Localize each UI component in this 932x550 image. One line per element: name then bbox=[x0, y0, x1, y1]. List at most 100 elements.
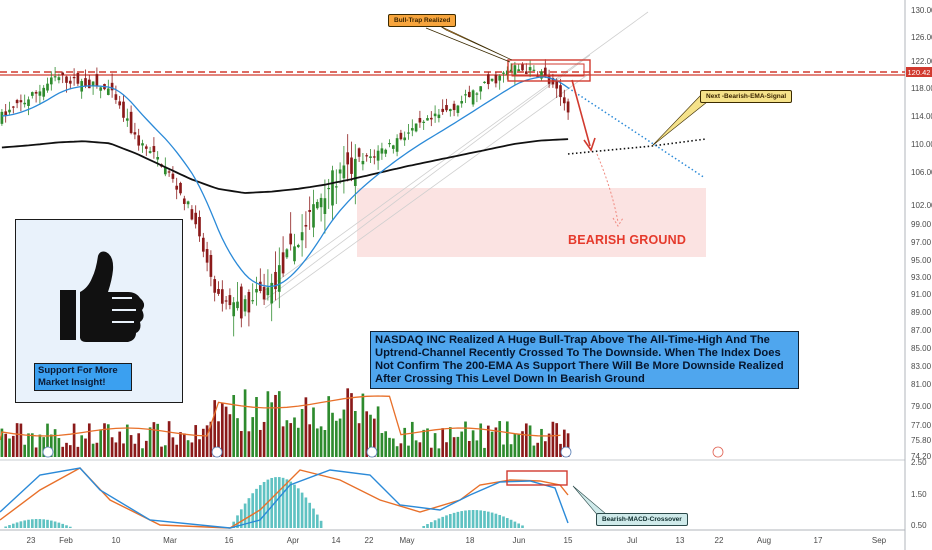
signal-line bbox=[0, 467, 569, 529]
volume-bar bbox=[293, 417, 296, 457]
ema-fast-projection bbox=[567, 87, 706, 179]
volume-bar bbox=[95, 442, 99, 457]
candle-body bbox=[220, 289, 224, 304]
macd-hist-bar bbox=[49, 520, 53, 528]
candle-body bbox=[118, 101, 122, 106]
macd-hist-bar bbox=[34, 519, 38, 528]
macd-hist-bar bbox=[281, 477, 285, 528]
candle-body bbox=[380, 148, 384, 154]
candle-body bbox=[323, 198, 327, 214]
candle-body bbox=[217, 288, 220, 294]
volume-bar bbox=[353, 410, 357, 457]
volume-bar bbox=[239, 431, 243, 457]
volume-bar bbox=[502, 444, 505, 457]
macd-hist-bar bbox=[467, 510, 471, 528]
candle-body bbox=[460, 101, 464, 104]
candle-body bbox=[49, 77, 53, 85]
candle-body bbox=[338, 169, 342, 174]
macd-hist-bar bbox=[251, 493, 255, 528]
macd-hist-bar bbox=[456, 511, 460, 528]
volume-bar bbox=[448, 427, 452, 457]
candle-body bbox=[296, 244, 300, 248]
time-tick: Jun bbox=[513, 536, 526, 545]
candle-body bbox=[23, 102, 27, 105]
macd-hist-bar bbox=[429, 522, 433, 528]
time-tick: 17 bbox=[814, 536, 823, 545]
macd-hist-bar bbox=[277, 477, 281, 528]
macd-hist-bar bbox=[270, 477, 274, 528]
volume-bar bbox=[312, 407, 315, 457]
bull-trap-box bbox=[507, 59, 591, 82]
macd-callout: Bearish-MACD-Crossover bbox=[596, 513, 688, 526]
support-label[interactable]: Support For More Market Insight! bbox=[34, 363, 132, 391]
candle-body bbox=[483, 81, 486, 84]
candle-body bbox=[239, 286, 243, 319]
candle-body bbox=[167, 171, 171, 173]
candle-body bbox=[281, 252, 285, 274]
price-tick: 93.00 bbox=[911, 273, 932, 282]
volume-bar bbox=[528, 425, 532, 457]
event-marker[interactable] bbox=[211, 446, 223, 458]
volume-bar bbox=[247, 431, 251, 457]
candle-body bbox=[46, 83, 49, 91]
price-tick: 79.00 bbox=[911, 402, 932, 411]
time-tick: 10 bbox=[112, 536, 121, 545]
candle-body bbox=[429, 117, 433, 120]
volume-bar bbox=[429, 447, 433, 457]
candle-body bbox=[528, 67, 532, 71]
volume-bar bbox=[19, 423, 23, 457]
volume-bars bbox=[0, 388, 570, 457]
volume-bar bbox=[467, 440, 471, 457]
volume-bar bbox=[319, 426, 323, 457]
candle-body bbox=[114, 94, 118, 100]
candle-body bbox=[19, 100, 23, 103]
macd-hist-bar bbox=[304, 497, 308, 528]
price-tick: 122.00 bbox=[911, 57, 932, 66]
macd-hist-bar bbox=[502, 516, 505, 528]
macd-hist-bar bbox=[23, 520, 27, 528]
drop-arrow-head bbox=[583, 137, 596, 152]
ema-fast-line bbox=[1, 76, 569, 288]
macd-hist-bar bbox=[479, 510, 483, 528]
candle-body bbox=[247, 292, 251, 313]
time-tick: 23 bbox=[27, 536, 36, 545]
event-marker[interactable] bbox=[560, 446, 572, 458]
volume-bar bbox=[224, 406, 228, 457]
macd-hist-bar bbox=[293, 484, 296, 528]
volume-bar bbox=[346, 388, 350, 457]
time-tick: Feb bbox=[59, 536, 73, 545]
candle-body bbox=[536, 76, 540, 78]
event-marker[interactable] bbox=[712, 446, 724, 458]
candle-body bbox=[68, 80, 72, 84]
candle-body bbox=[129, 111, 133, 134]
volume-bar bbox=[133, 443, 137, 457]
volume-bar bbox=[61, 446, 65, 457]
volume-bar bbox=[87, 423, 91, 457]
volume-bar bbox=[559, 443, 562, 457]
volume-bar bbox=[426, 428, 429, 457]
volume-bar bbox=[460, 431, 464, 457]
macd-crossover-box bbox=[506, 470, 568, 486]
macd-histogram bbox=[4, 477, 524, 528]
candle-body bbox=[300, 232, 304, 241]
event-marker[interactable] bbox=[42, 446, 54, 458]
macd-hist-bar bbox=[315, 514, 319, 528]
volume-bar bbox=[513, 433, 517, 457]
volume-bar bbox=[255, 397, 258, 457]
price-tick: 118.00 bbox=[911, 84, 932, 93]
price-tick: 83.00 bbox=[911, 362, 932, 371]
candle-body bbox=[190, 209, 194, 220]
volume-bar bbox=[483, 447, 486, 457]
volume-bar bbox=[494, 427, 498, 457]
candle-body bbox=[243, 299, 247, 312]
volume-bar bbox=[543, 441, 547, 457]
event-marker[interactable] bbox=[366, 446, 378, 458]
volume-bar bbox=[532, 445, 536, 457]
candle-body bbox=[201, 237, 205, 252]
volume-bar bbox=[536, 442, 540, 457]
candle-body bbox=[456, 105, 460, 113]
candle-body bbox=[53, 76, 57, 78]
price-tick: 75.80 bbox=[911, 436, 932, 445]
volume-bar bbox=[479, 423, 483, 457]
volume-bar bbox=[122, 443, 125, 457]
